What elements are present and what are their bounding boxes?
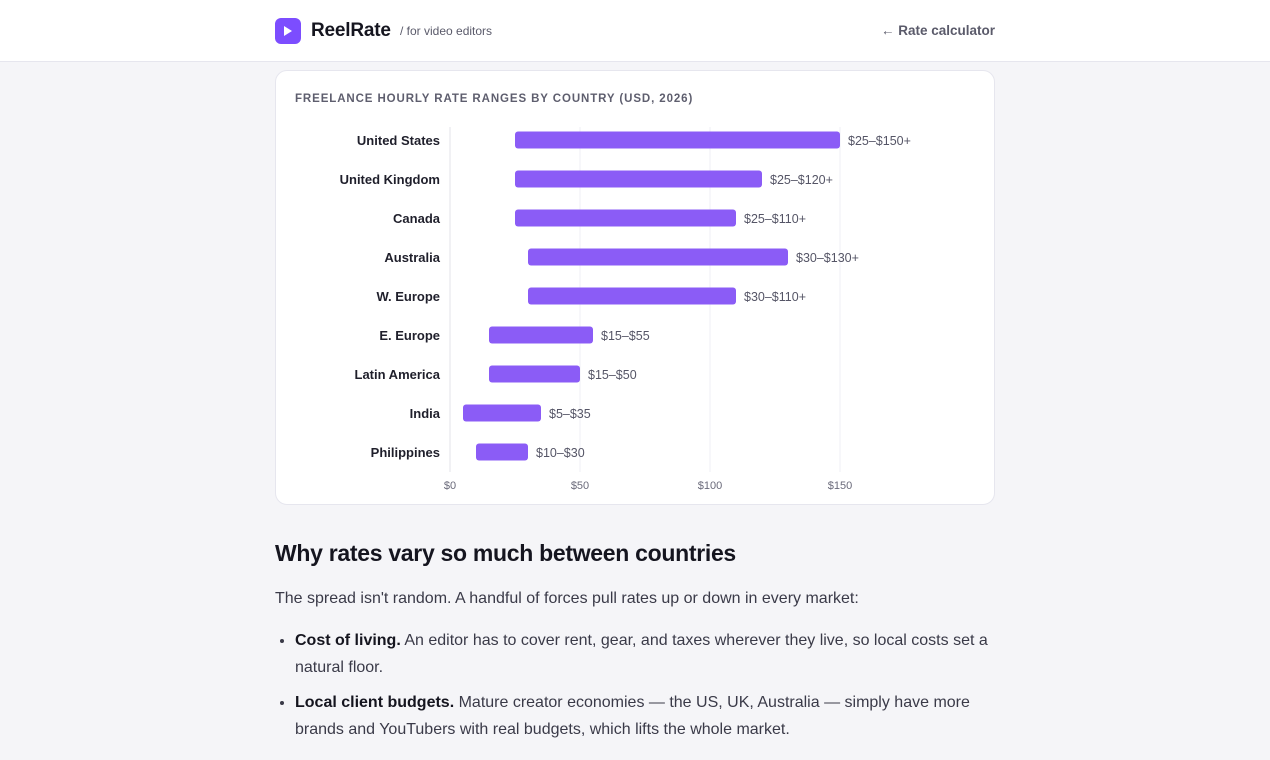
- logo-play-icon[interactable]: [275, 18, 301, 44]
- bar-value-label: $25–$150+: [848, 134, 911, 148]
- category-label: Latin America: [355, 367, 441, 382]
- bar-value-label: $30–$130+: [796, 251, 859, 265]
- bullet-term: Local client budgets.: [295, 694, 455, 711]
- range-bar: [463, 404, 541, 422]
- x-tick-label: $50: [571, 480, 589, 492]
- brand-tagline: / for video editors: [400, 24, 493, 38]
- rate-calculator-link[interactable]: ← Rate calculator: [880, 23, 995, 38]
- range-bar: [515, 131, 840, 149]
- chart-title: Freelance hourly rate ranges by country …: [295, 93, 694, 105]
- range-bar: [489, 365, 580, 383]
- range-bar: [489, 326, 593, 344]
- list-item: Local client budgets. Mature creator eco…: [295, 689, 995, 743]
- x-tick-label: $0: [444, 480, 456, 492]
- category-label: W. Europe: [376, 289, 440, 304]
- bar-value-label: $10–$30: [536, 446, 585, 460]
- top-bar: ReelRate / for video editors ← Rate calc…: [0, 0, 1270, 62]
- bullet-text: Mature creator economies — the US, UK, A…: [295, 694, 970, 738]
- x-tick-label: $150: [828, 480, 852, 492]
- bar-value-label: $25–$110+: [744, 212, 806, 226]
- bar-value-label: $25–$120+: [770, 173, 833, 187]
- category-label: Canada: [393, 211, 441, 226]
- bullet-term: Cost of living.: [295, 632, 401, 649]
- category-label: Philippines: [371, 445, 440, 460]
- category-label: India: [410, 406, 441, 421]
- x-tick-label: $100: [698, 480, 722, 492]
- range-bar: [476, 443, 528, 461]
- brand-name[interactable]: ReelRate: [311, 20, 391, 41]
- reasons-list: Cost of living. An editor has to cover r…: [275, 627, 995, 743]
- section-heading: Why rates vary so much between countries: [275, 540, 736, 566]
- section-intro: The spread isn't random. A handful of fo…: [275, 590, 859, 607]
- rate-range-chart: $0 $50 $100 $150 United States $25–$150+ Unite…: [340, 127, 911, 492]
- range-bar: [528, 287, 736, 305]
- range-bar: [515, 170, 762, 188]
- bar-value-label: $15–$50: [588, 368, 637, 382]
- list-item: Cost of living. An editor has to cover r…: [295, 627, 995, 681]
- bar-value-label: $15–$55: [601, 329, 650, 343]
- category-label: United Kingdom: [340, 172, 440, 187]
- bar-value-label: $5–$35: [549, 407, 591, 421]
- category-label: United States: [357, 133, 440, 148]
- article: Why rates vary so much between countries…: [275, 540, 995, 751]
- range-bar: [528, 248, 788, 266]
- chart-card: Freelance hourly rate ranges by country …: [275, 70, 995, 505]
- bar-value-label: $30–$110+: [744, 290, 806, 304]
- range-bar: [515, 209, 736, 227]
- bullet-text: An editor has to cover rent, gear, and t…: [295, 632, 988, 676]
- category-label: Australia: [384, 250, 440, 265]
- category-label: E. Europe: [379, 328, 440, 343]
